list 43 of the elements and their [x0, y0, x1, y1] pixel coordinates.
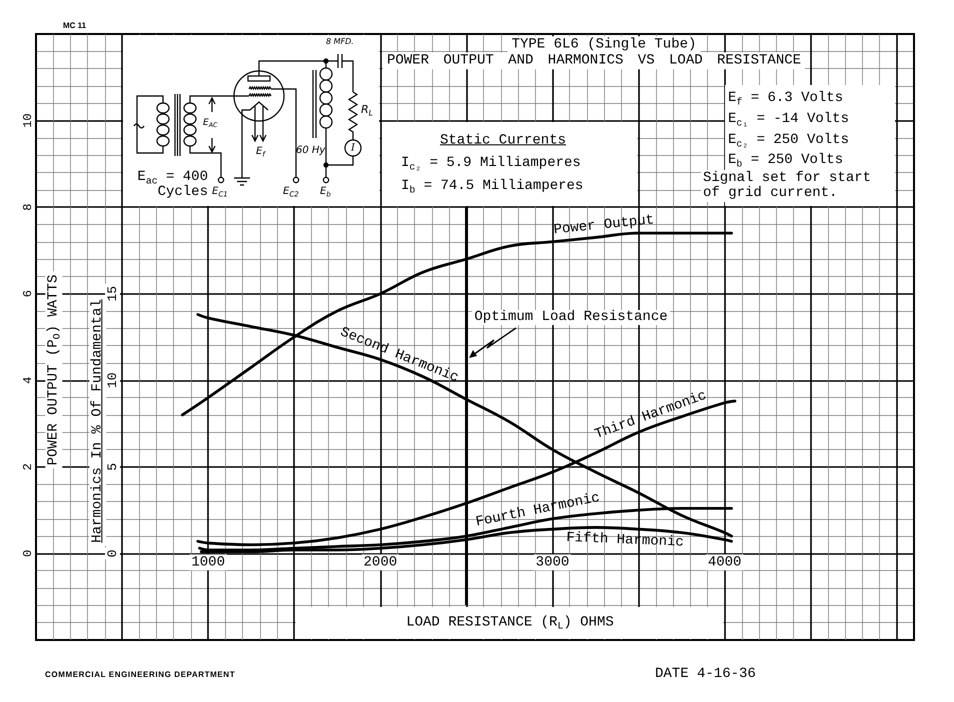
ref-line-label: Optimum Load Resistance — [472, 309, 670, 326]
annotation: E$_{ac}$ = 400 Cycles — [136, 169, 208, 200]
y-tick-label: 2 — [21, 463, 35, 470]
annotation: 8 MFD. — [326, 37, 354, 47]
annotation: E$_{c₁}$ = -14 Volts — [728, 111, 849, 128]
annotation: E$_{b}$ = 250 Volts — [728, 152, 844, 170]
text: Power Output — [553, 212, 656, 238]
annotation: I$_{b}$ = 74.5 Milliamperes — [401, 178, 584, 196]
annotation: I$_{c₂}$ = 5.9 Milliamperes — [401, 155, 581, 172]
annotation: E$_{C2}$ — [283, 186, 299, 198]
text: Fourth Harmonic — [474, 490, 602, 530]
y-tick-label: 8 — [21, 204, 35, 211]
text: DATE 4-16-36 — [655, 666, 756, 682]
y-tick-label: 0 — [21, 550, 35, 558]
chart-title: TYPE 6L6 (Single Tube) — [508, 36, 700, 54]
x-axis-title: LOAD RESISTANCE (R$_{L}$) OHMS — [406, 614, 614, 632]
x-tick-label: 3000 — [536, 554, 570, 570]
annotation: E$_{f}$ = 6.3 Volts — [728, 90, 844, 108]
text: COMMERCIAL ENGINEERING DEPARTMENT — [45, 670, 236, 680]
x-tick-label: 4000 — [708, 554, 742, 570]
y2-tick-label: 0 — [105, 550, 120, 558]
text: POWER OUTPUT AND HARMONICS VS LOAD RESISTANCE — [382, 52, 806, 70]
annotation: E$_{c₂}$ = 250 Volts — [728, 132, 849, 150]
y-tick-label: 10 — [21, 113, 35, 128]
y2-tick-label: 15 — [105, 286, 120, 302]
y-tick-label: 6 — [21, 290, 35, 298]
series-label: Fifth Harmonic — [566, 530, 684, 551]
annotation: I — [351, 142, 355, 154]
annotation: E$_{b}$ — [320, 186, 331, 198]
annotation: R$_{L}$ — [361, 103, 373, 118]
annotation: Static Currents — [440, 132, 566, 149]
y-tick-label: 4 — [21, 376, 35, 384]
annotation: E$_{f}$ — [256, 146, 265, 158]
annotation: E$_{AC}$ — [203, 118, 218, 130]
y2-tick-label: 5 — [105, 462, 120, 471]
y2-tick-label: 10 — [105, 372, 120, 388]
annotation: Signal set for start of grid current. — [701, 170, 895, 202]
text: MC 11 — [63, 21, 86, 31]
annotation: 60 Hy — [296, 145, 326, 156]
x-tick-label: 2000 — [364, 554, 398, 570]
y2-axis-title: Harmonics In % Of Fundamental — [89, 296, 107, 546]
x-tick-label: 1000 — [191, 554, 225, 570]
annotation: E$_{C1}$ — [212, 186, 228, 198]
